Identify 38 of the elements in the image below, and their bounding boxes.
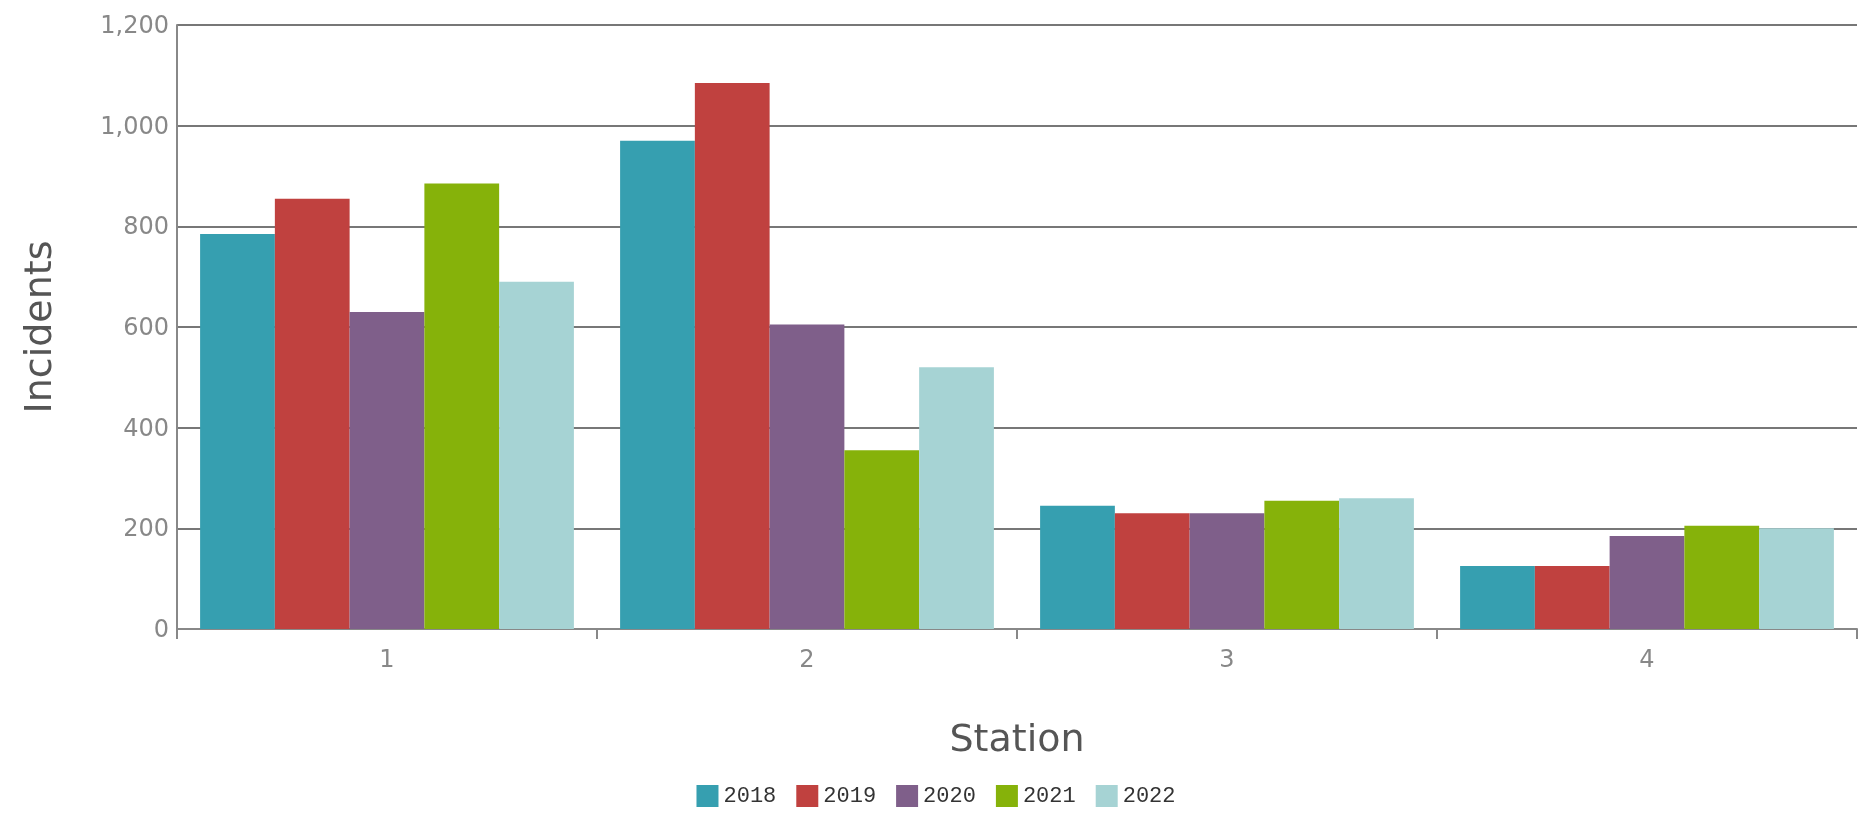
bar: [1609, 535, 1685, 629]
bar: [274, 198, 350, 629]
legend-label: 2018: [723, 783, 777, 809]
x-tick-label: 3: [1219, 645, 1235, 673]
y-tick-label: 200: [123, 514, 169, 543]
y-tick-label: 0: [153, 615, 169, 643]
bar: [769, 324, 845, 629]
bar: [1684, 525, 1760, 629]
bar: [349, 311, 425, 629]
x-tick-label: 1: [379, 645, 395, 673]
x-tick-label: 2: [799, 645, 815, 673]
bar: [1534, 566, 1610, 629]
bar: [1189, 513, 1265, 629]
legend-label: 2022: [1122, 783, 1176, 809]
y-tick-label: 1,200: [100, 11, 169, 39]
x-axis-title: Station: [949, 716, 1085, 760]
bar: [1339, 498, 1414, 629]
bar: [1759, 528, 1834, 629]
legend-label: 2021: [1022, 783, 1076, 809]
bar: [200, 233, 275, 629]
legend-label: 2019: [823, 783, 877, 809]
y-tick-label: 600: [123, 313, 169, 341]
bar: [1460, 566, 1535, 629]
y-tick-label: 1,000: [100, 111, 169, 140]
bar: [694, 82, 770, 629]
y-tick-label: 400: [123, 413, 169, 442]
bar: [424, 183, 500, 629]
y-axis-title: Incidents: [16, 240, 60, 414]
bar: [620, 140, 695, 629]
x-tick-label: 4: [1639, 645, 1655, 673]
bar: [844, 450, 920, 629]
bar: [919, 367, 994, 629]
bar: [499, 281, 574, 629]
y-tick-label: 800: [123, 212, 169, 241]
legend-label: 2020: [923, 783, 976, 809]
bar: [1264, 500, 1340, 629]
bar: [1040, 505, 1115, 629]
bar: [1114, 513, 1190, 629]
